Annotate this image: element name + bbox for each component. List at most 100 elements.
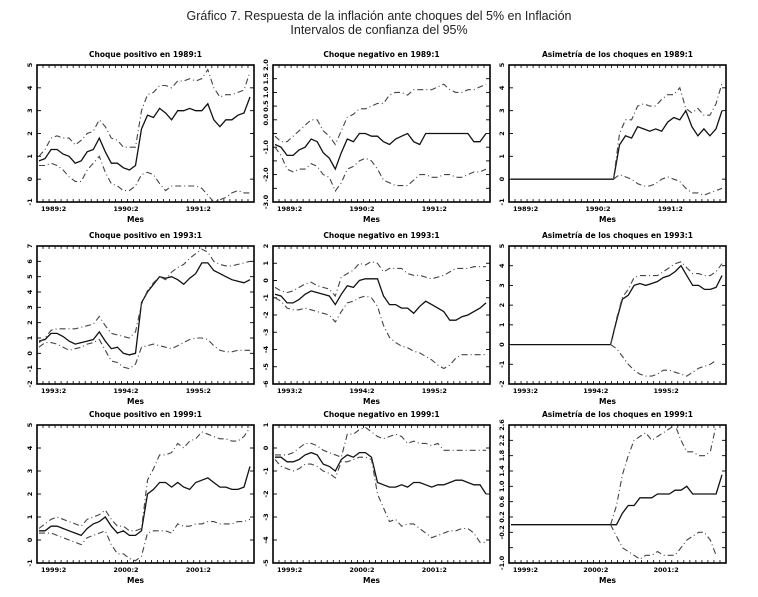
series-line-limite-superior — [612, 83, 723, 180]
y-tick-label: 1 — [262, 422, 270, 427]
x-tick-label: 1991:2 — [186, 205, 211, 213]
y-tick-label: 2 — [498, 131, 506, 136]
series-line-limite-inferior — [274, 295, 486, 370]
series-line-respuesta — [274, 278, 487, 321]
x-tick-label: 2000:2 — [583, 566, 608, 574]
y-tick-label: -3 — [262, 329, 270, 336]
x-tick-label: 1999:2 — [513, 566, 538, 574]
y-tick-label: 1.4 — [498, 465, 506, 477]
x-axis-label: Mes — [127, 397, 145, 406]
series-line-respuesta — [511, 474, 723, 526]
x-tick-label: 1989:2 — [513, 205, 538, 213]
y-tick-label: -2 — [262, 490, 270, 497]
series-line-respuesta — [511, 264, 723, 346]
y-tick-label: 2.2 — [498, 435, 506, 447]
y-tick-label: 1.0 — [262, 86, 270, 98]
y-tick-label: 1 — [26, 514, 34, 519]
x-axis-label: Mes — [363, 397, 381, 406]
y-tick-label: -1.0 — [498, 555, 506, 570]
y-tick-label: 2 — [26, 320, 34, 325]
y-tick-label: 0.2 — [498, 511, 506, 523]
y-tick-label: 4 — [498, 263, 506, 268]
y-tick-label: 4 — [498, 85, 506, 90]
y-tick-label: 0.5 — [262, 100, 270, 112]
x-tick-label: 2001:2 — [422, 566, 447, 574]
y-tick-label: 7 — [26, 244, 34, 249]
y-tick-label: -1 — [498, 198, 506, 206]
x-tick-label: 2001:2 — [654, 566, 679, 574]
y-tick-label: 1 — [262, 261, 270, 266]
y-tick-label: -2 — [262, 311, 270, 318]
plot-frame — [508, 64, 727, 203]
x-tick-label: 1995:2 — [186, 387, 211, 395]
y-tick-label: -6 — [262, 380, 270, 388]
y-tick-label: 2 — [26, 492, 34, 497]
panel-3: Asimetría de los choques en 1989:1 -1 0 1 2 3… — [498, 50, 727, 224]
series-line-respuesta — [39, 466, 251, 537]
x-tick-label: 1995:2 — [422, 387, 447, 395]
y-tick-label: 6 — [26, 259, 34, 264]
y-tick-label: 1 — [498, 322, 506, 327]
y-tick-label: 0 — [262, 278, 270, 283]
y-tick-label: 5 — [498, 62, 506, 67]
series-line-limite-inferior — [274, 456, 486, 543]
y-tick-label: 0 — [26, 537, 34, 542]
series-line-limite-inferior — [38, 337, 250, 370]
y-tick-label: 0.0 — [262, 114, 270, 126]
panel-8: Choque negativo en 1999:1 -5 -4 -3 -2 -1 0 1 199… — [262, 410, 491, 585]
series-line-respuesta — [511, 109, 723, 180]
y-tick-label: 1.5 — [262, 72, 270, 84]
panel-title: Asimetría de los choques en 1999:1 — [542, 410, 693, 419]
y-tick-label: 2 — [26, 131, 34, 136]
x-axis-label: Mes — [599, 215, 617, 224]
y-tick-label: -5 — [262, 559, 270, 567]
y-tick-label: 3 — [26, 305, 34, 310]
y-tick-label: 1.0 — [498, 480, 506, 492]
x-tick-label: 1994:2 — [113, 387, 138, 395]
panel-7: Choque positivo en 1999:1 -1 0 1 2 3 4 5 1999:2 2… — [26, 410, 255, 585]
series-line-limite-superior — [610, 424, 717, 525]
y-tick-label: -0.2 — [498, 525, 506, 539]
y-tick-label: -2 — [498, 380, 506, 387]
x-tick-label: 1993:2 — [277, 387, 302, 395]
y-tick-label: 3 — [26, 469, 34, 474]
x-tick-label: 1999:2 — [277, 566, 302, 574]
y-tick-label: -5 — [262, 363, 270, 371]
x-axis-label: Mes — [127, 215, 145, 224]
panel-title: Asimetría de los choques en 1993:1 — [542, 231, 693, 240]
series-line-limite-inferior — [613, 173, 723, 196]
y-tick-label: -1 — [26, 198, 34, 206]
panel-title: Choque negativo en 1999:1 — [323, 410, 439, 419]
x-tick-label: 1989:2 — [277, 205, 302, 213]
x-tick-label: 2000:2 — [113, 566, 138, 574]
panel-1: Choque positivo en 1989:1 -1 0 1 2 3 4 5 1989:2 1… — [26, 50, 255, 224]
y-tick-label: 3 — [498, 108, 506, 113]
x-axis-label: Mes — [599, 397, 617, 406]
y-tick-label: -4 — [262, 345, 270, 353]
panel-4: Choque positivo en 1993:1 -2 -1 0 1 2 3 4 5 6 7 199… — [26, 231, 255, 406]
panel-title: Choque positivo en 1999:1 — [89, 410, 202, 419]
y-tick-label: -1 — [498, 360, 506, 368]
series-line-limite-inferior — [274, 146, 487, 193]
y-tick-label: 4 — [26, 85, 34, 90]
y-tick-label: 0 — [26, 176, 34, 181]
plot-frame — [272, 245, 491, 385]
y-tick-label: 2 — [262, 244, 270, 249]
y-tick-label: 1 — [498, 154, 506, 159]
y-tick-label: -3 — [262, 513, 270, 520]
x-tick-label: 1990:2 — [585, 205, 610, 213]
y-tick-label: 5 — [26, 422, 34, 427]
y-tick-label: 2.0 — [262, 59, 270, 71]
panel-title: Choque negativo en 1993:1 — [323, 231, 439, 240]
series-line-limite-inferior — [39, 155, 250, 203]
y-tick-label: -1 — [262, 467, 270, 475]
x-tick-label: 2001:2 — [186, 566, 211, 574]
y-tick-label: 2.6 — [498, 419, 506, 431]
chart-subtitle: Intervalos de confianza del 95% — [290, 23, 468, 37]
y-tick-label: 4 — [26, 445, 34, 450]
series-line-respuesta — [38, 262, 251, 356]
series-line-respuesta — [274, 132, 487, 171]
y-tick-label: -3.0 — [262, 194, 270, 209]
x-axis-label: Mes — [363, 576, 381, 585]
x-tick-label: 1993:2 — [513, 387, 538, 395]
